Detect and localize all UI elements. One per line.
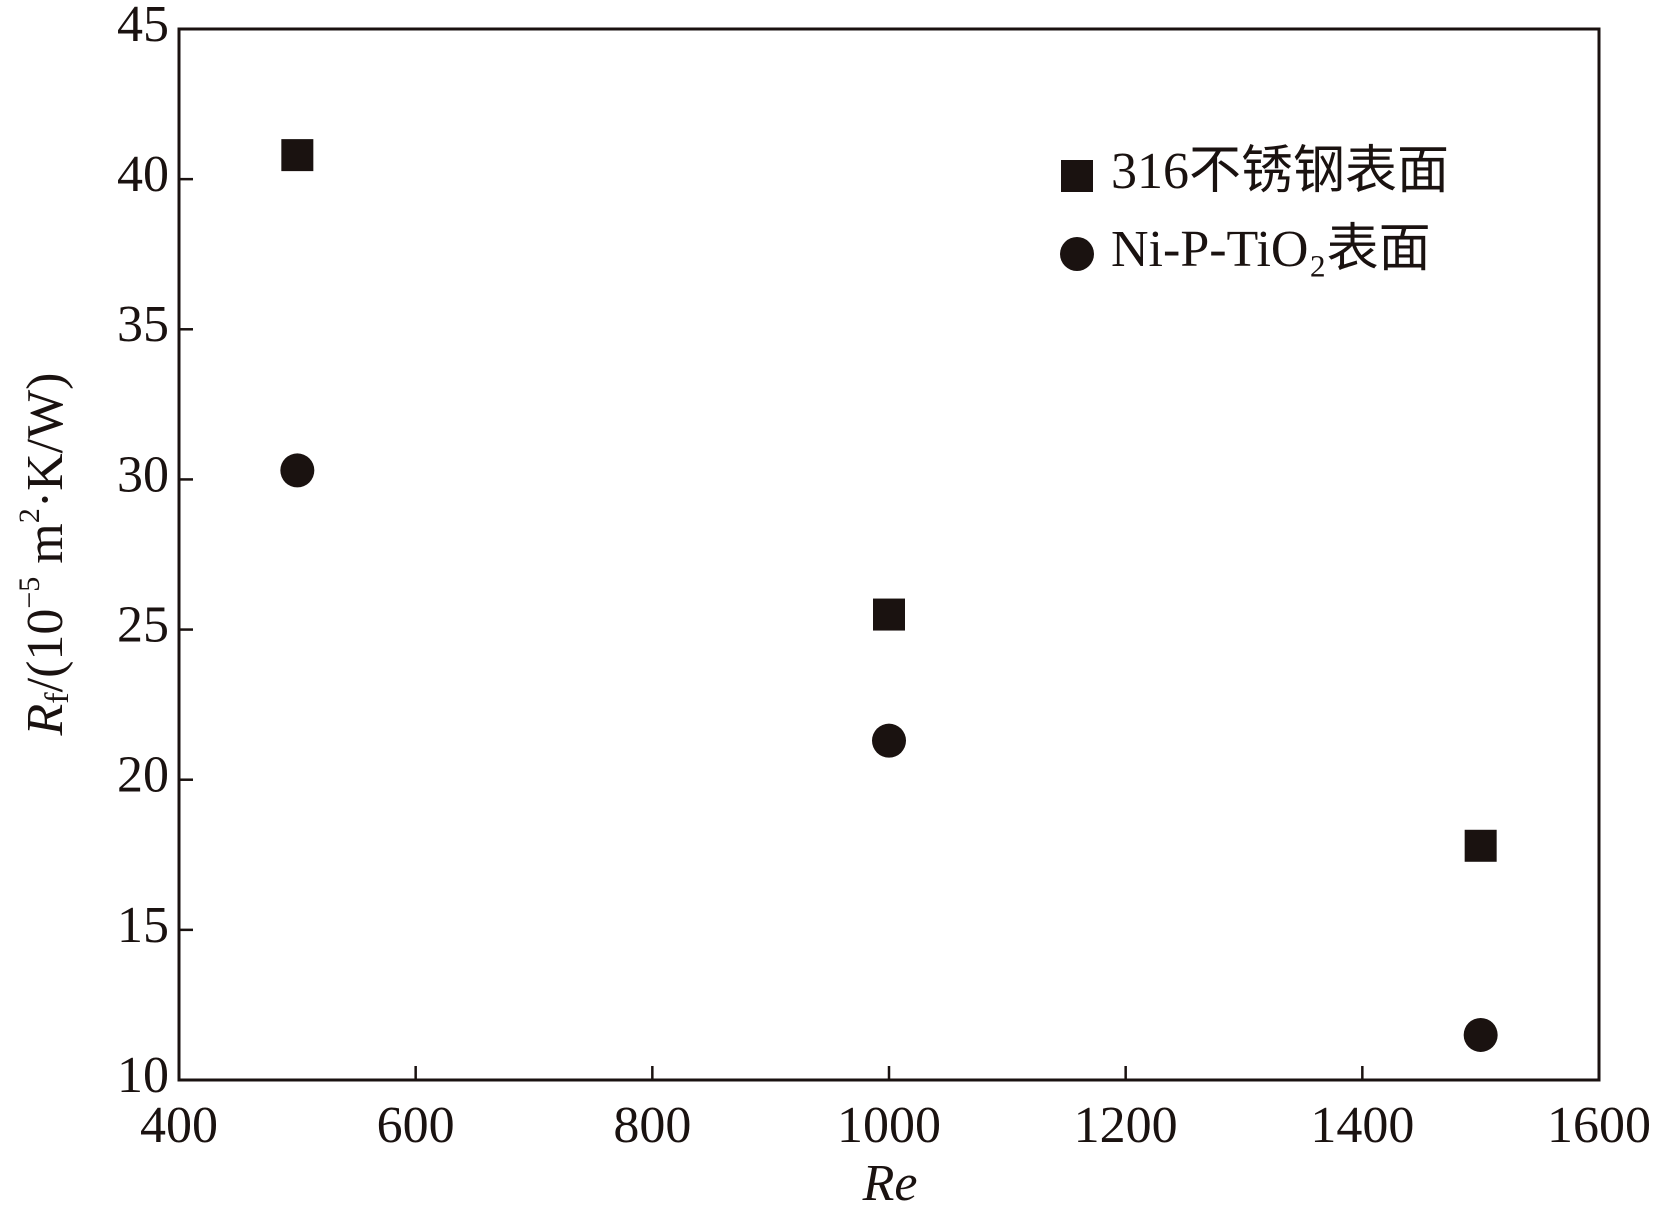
legend-marker	[1061, 160, 1093, 192]
x-tick-label: 400	[140, 1097, 218, 1154]
y-tick-label: 40	[117, 146, 169, 203]
legend-marker	[1060, 237, 1094, 271]
x-tick-label: 1000	[837, 1097, 941, 1154]
y-label-part: m	[17, 523, 74, 576]
y-tick-label: 10	[117, 1047, 169, 1104]
legend-label: Ni-P-TiO₂表面	[1111, 221, 1431, 278]
x-axis-label: Re	[862, 1155, 918, 1212]
legend-label: 316不锈钢表面	[1111, 143, 1449, 200]
y-label-part: ·K/W)	[17, 373, 74, 509]
y-label-part: f	[39, 692, 76, 704]
y-tick-label: 45	[117, 0, 169, 53]
x-tick-label: 1400	[1310, 1097, 1414, 1154]
x-tick-label: 1200	[1074, 1097, 1178, 1154]
y-label-part: −5	[13, 577, 46, 609]
y-tick-label: 35	[117, 296, 169, 353]
x-tick-label: 600	[377, 1097, 455, 1154]
point-circle	[1463, 1017, 1498, 1052]
y-tick-label: 30	[117, 446, 169, 503]
x-tick-label: 800	[613, 1097, 691, 1154]
y-label-part: 2	[13, 508, 46, 523]
y-label-part: /(10	[17, 609, 74, 693]
point-square	[1464, 829, 1497, 862]
point-square	[873, 598, 905, 631]
point-circle	[280, 453, 315, 488]
point-square	[281, 139, 314, 172]
y-label-part: R	[17, 704, 74, 737]
x-tick-label: 1600	[1547, 1097, 1651, 1154]
y-tick-label: 25	[117, 597, 169, 654]
y-tick-label: 15	[117, 897, 169, 954]
y-tick-label: 20	[117, 747, 169, 804]
y-axis-label: Rf/(10−5 m2·K/W)	[13, 373, 76, 737]
point-circle	[872, 723, 906, 758]
